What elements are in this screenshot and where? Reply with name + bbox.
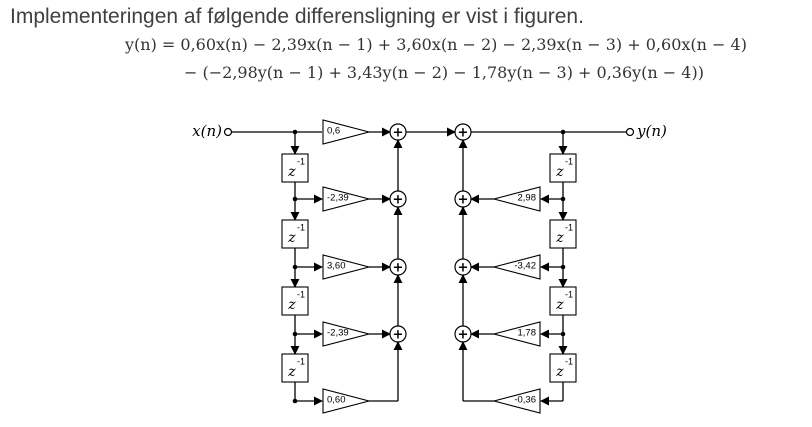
adder-plus-sign: + (393, 328, 404, 343)
equation-line-1: y(n) = 0,60x(n) − 2,39x(n − 1) + 3,60x(n… (125, 35, 747, 54)
adder-plus-sign: + (393, 193, 404, 208)
delay-right-0 (549, 153, 577, 183)
delay-right-1 (549, 219, 577, 249)
feedforward-gain-0 (322, 119, 372, 145)
delay-z-label: z (287, 164, 296, 180)
gain-coefficient-label: 2,98 (518, 193, 537, 204)
delay-exponent-label: -1 (565, 222, 573, 232)
delay-left-3 (281, 353, 309, 383)
feedforward-gain-1 (322, 186, 372, 212)
delay-z-label: z (555, 297, 564, 313)
output-signal-label: y(n) (636, 122, 667, 140)
feedback-gain-2 (491, 321, 541, 347)
feedback-adder-1 (454, 258, 472, 276)
gain-coefficient-label: -3,42 (514, 261, 536, 272)
gain-coefficient-label: -2,39 (327, 328, 349, 339)
output-node (625, 127, 635, 137)
delay-z-label: z (287, 230, 296, 246)
feedforward-adder-0 (389, 123, 407, 141)
delay-exponent-label: -1 (565, 156, 573, 166)
adder-plus-sign: + (393, 261, 404, 276)
input-signal-label: x(n) (192, 122, 222, 140)
delay-left-0 (281, 153, 309, 183)
adder-plus-sign: + (458, 193, 469, 208)
gain-coefficient-label: 3,60 (327, 261, 346, 272)
junction-dot (292, 398, 298, 404)
gain-coefficient-label: -2,39 (327, 193, 349, 204)
junction-dot (560, 129, 566, 135)
gain-coefficient-label: 0,60 (327, 395, 346, 406)
junction-dot (292, 129, 298, 135)
adder-plus-sign: + (393, 126, 404, 141)
delay-z-label: z (555, 364, 564, 380)
junction-dot (292, 331, 298, 337)
feedback-adder-2 (454, 325, 472, 343)
delay-z-label: z (555, 164, 564, 180)
equation-line-2: − (−2,98y(n − 1) + 3,43y(n − 2) − 1,78y(… (184, 63, 704, 82)
adder-plus-sign: + (458, 261, 469, 276)
feedback-gain-3 (491, 388, 541, 414)
junction-dot (560, 196, 566, 202)
gain-coefficient-label: 1,78 (518, 328, 537, 339)
adder-plus-sign: + (458, 126, 469, 141)
delay-exponent-label: -1 (565, 356, 573, 366)
junction-dot (560, 331, 566, 337)
delay-exponent-label: -1 (565, 289, 573, 299)
input-node (223, 127, 233, 137)
feedforward-gain-4 (322, 388, 372, 414)
adder-plus-sign: + (458, 328, 469, 343)
delay-exponent-label: -1 (297, 156, 305, 166)
output-adder (454, 123, 472, 141)
delay-z-label: z (287, 364, 296, 380)
feedback-gain-0 (491, 186, 541, 212)
delay-right-2 (549, 286, 577, 316)
junction-dot (292, 264, 298, 270)
feedforward-gain-2 (322, 254, 372, 280)
delay-left-1 (281, 219, 309, 249)
feedforward-adder-2 (389, 258, 407, 276)
feedforward-adder-3 (389, 325, 407, 343)
delay-exponent-label: -1 (297, 356, 305, 366)
gain-coefficient-label: -0,36 (514, 395, 536, 406)
feedback-gain-1 (491, 254, 541, 280)
junction-dot (292, 196, 298, 202)
delay-right-3 (549, 353, 577, 383)
gain-coefficient-label: 0,6 (327, 126, 340, 137)
delay-left-2 (281, 286, 309, 316)
delay-z-label: z (287, 297, 296, 313)
delay-exponent-label: -1 (297, 222, 305, 232)
feedforward-gain-3 (322, 321, 372, 347)
feedback-adder-0 (454, 190, 472, 208)
delay-exponent-label: -1 (297, 289, 305, 299)
delay-z-label: z (555, 230, 564, 246)
feedforward-adder-1 (389, 190, 407, 208)
junction-dot (560, 264, 566, 270)
page-heading: Implementeringen af følgende differensli… (10, 5, 584, 28)
